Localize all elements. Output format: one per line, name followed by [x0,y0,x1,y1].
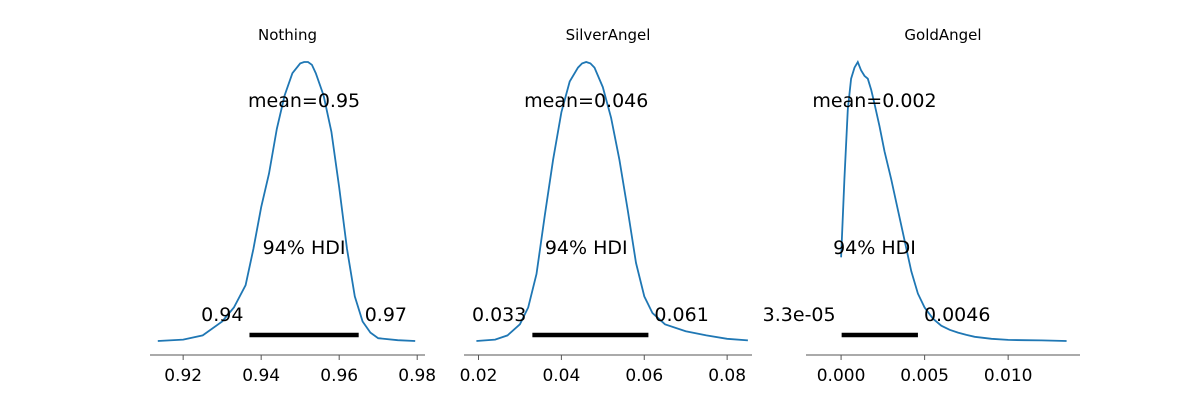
x-tick-label: 0.02 [460,366,498,386]
mean-label: mean=0.002 [812,90,936,112]
density-curve [476,61,748,342]
hdi-low-label: 0.94 [201,304,243,326]
x-tick-label: 0.08 [708,366,746,386]
hdi-high-label: 0.0046 [924,304,990,326]
hdi-low-label: 0.033 [472,304,526,326]
mean-label: mean=0.95 [248,90,360,112]
hdi-label: 94% HDI [545,237,628,259]
x-tick-label: 0.005 [900,366,949,386]
x-tick-label: 0.04 [542,366,580,386]
panel-nothing: Nothing mean=0.95 94% HDI 0.94 0.97 0.92 0.94 0… [150,26,436,386]
x-tick-label: 0.010 [984,366,1033,386]
x-tick-label: 0.98 [398,366,436,386]
panel-title: SilverAngel [566,26,651,44]
panel-goldangel: GoldAngel mean=0.002 94% HDI 3.3e-05 0.0046 0… [763,26,1080,386]
hdi-label: 94% HDI [833,237,916,259]
mean-label: mean=0.046 [524,90,648,112]
density-curve [840,59,1067,342]
hdi-high-label: 0.061 [654,304,708,326]
panel-title: GoldAngel [904,26,981,44]
x-tick-label: 0.06 [625,366,663,386]
hdi-label: 94% HDI [263,237,346,259]
x-tick-label: 0.96 [320,366,358,386]
panel-silverangel: SilverAngel mean=0.046 94% HDI 0.033 0.061 0.… [460,26,752,386]
hdi-high-label: 0.97 [365,304,407,326]
density-curve [157,61,416,342]
x-tick-label: 0.000 [817,366,866,386]
panel-title: Nothing [258,26,317,44]
x-tick-label: 0.92 [164,366,202,386]
hdi-low-label: 3.3e-05 [763,304,836,326]
x-tick-label: 0.94 [242,366,280,386]
